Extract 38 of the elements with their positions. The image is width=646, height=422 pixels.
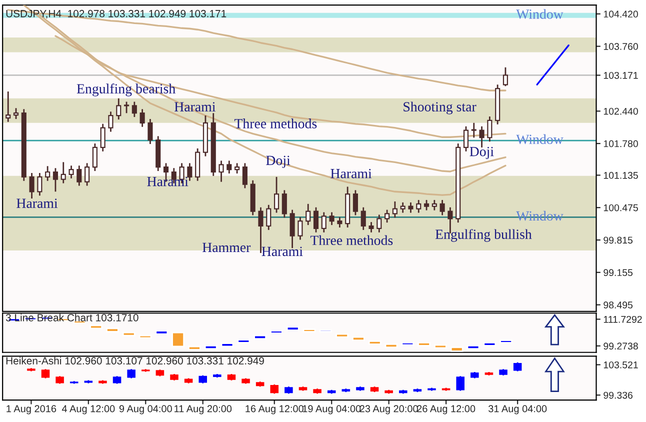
y-tick-label: 101.135 — [604, 172, 638, 179]
y-tick-label: 99.815 — [604, 236, 633, 244]
y-tick-label: 103.171 — [604, 72, 638, 79]
y-tick-label: 98.495 — [604, 302, 633, 308]
y-tick-label: 103.521 — [604, 361, 638, 368]
chart-title: USDJPY,H4 102.978 103.331 102.949 103.171 — [6, 10, 226, 19]
y-tick-label: 104.420 — [604, 10, 638, 18]
y-tick-label: 101.780 — [604, 140, 638, 148]
x-tick-label: 4 Aug 12:00 — [62, 405, 115, 414]
annotation: Doji — [470, 146, 494, 160]
annotation: Three methods — [310, 235, 393, 246]
x-tick-label: 19 Aug 04:00 — [302, 405, 361, 414]
annotation: Hammer — [202, 242, 251, 252]
x-tick-label: 11 Aug 20:00 — [174, 405, 232, 414]
x-tick-label: 26 Aug 12:00 — [417, 405, 476, 414]
y-tick-label: 103.760 — [604, 43, 638, 50]
y-tick-label: 99.155 — [604, 269, 633, 276]
y-tick-label: 100.475 — [604, 204, 638, 212]
x-tick-label: 1 Aug 2016 — [6, 405, 56, 414]
annotation: Harami — [174, 102, 216, 112]
chart-title: Heiken-Ashi 102.960 103.107 102.960 103.331 102.949 — [6, 356, 264, 364]
x-tick-label: 31 Aug 04:00 — [488, 405, 547, 414]
annotation: Harami — [16, 198, 58, 208]
annotation: Engulfing bullish — [435, 229, 532, 242]
y-tick-label: 111.7292 — [604, 316, 642, 323]
annotation: Harami — [147, 176, 188, 186]
annotation: Doji — [266, 156, 290, 168]
y-tick-label: 99.336 — [604, 392, 633, 399]
x-tick-label: 9 Aug 04:00 — [119, 405, 172, 414]
x-tick-label: 23 Aug 20:00 — [360, 405, 418, 414]
y-tick-label: 102.440 — [604, 108, 638, 115]
annotation: Engulfing bearish — [76, 84, 176, 96]
annotation: Harami — [330, 168, 372, 178]
annotation: Three methods — [234, 118, 317, 128]
annotation: Shooting star — [404, 102, 476, 114]
y-tick-label: 99.2738 — [604, 342, 638, 350]
x-tick-label: 16 Aug 12:00 — [246, 405, 304, 414]
annotation: Harami — [262, 246, 303, 256]
